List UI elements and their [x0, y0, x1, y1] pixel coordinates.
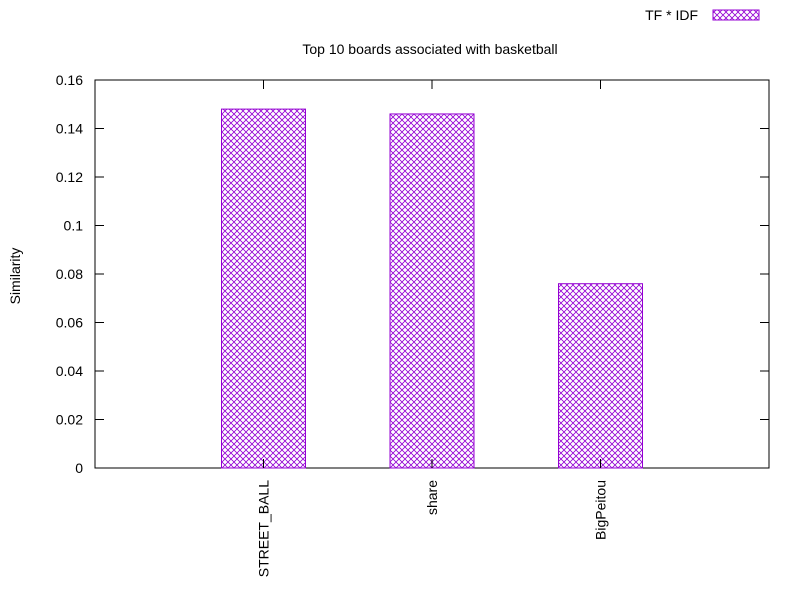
- y-tick-label: 0.04: [56, 363, 83, 379]
- legend: TF * IDF: [645, 7, 760, 23]
- y-axis: 0 0.02 0.04 0.06 0.08 0.1 0.12 0.14 0.16: [56, 72, 769, 476]
- chart-title: Top 10 boards associated with basketball: [302, 41, 557, 57]
- y-tick-label: 0.02: [56, 412, 83, 428]
- y-tick-label: 0.12: [56, 169, 83, 185]
- y-tick-label: 0.06: [56, 315, 83, 331]
- y-axis-label: Similarity: [7, 248, 23, 305]
- legend-swatch: [712, 9, 760, 21]
- x-tick-label: share: [424, 480, 440, 515]
- y-tick-label: 0.16: [56, 72, 83, 88]
- bar-share: [389, 113, 475, 469]
- x-tick-label: BigPeitou: [593, 480, 609, 540]
- y-tick-label: 0.1: [64, 218, 84, 234]
- bar-street_ball: [221, 108, 306, 469]
- y-tick-label: 0.08: [56, 266, 83, 282]
- bars-group: [221, 108, 643, 469]
- bar-bigpeitou: [558, 283, 643, 469]
- x-axis: STREET_BALL share BigPeitou: [256, 80, 609, 577]
- x-tick-label: STREET_BALL: [256, 480, 272, 577]
- y-tick-label: 0.14: [56, 121, 83, 137]
- legend-label: TF * IDF: [645, 7, 698, 23]
- y-tick-label: 0: [75, 460, 83, 476]
